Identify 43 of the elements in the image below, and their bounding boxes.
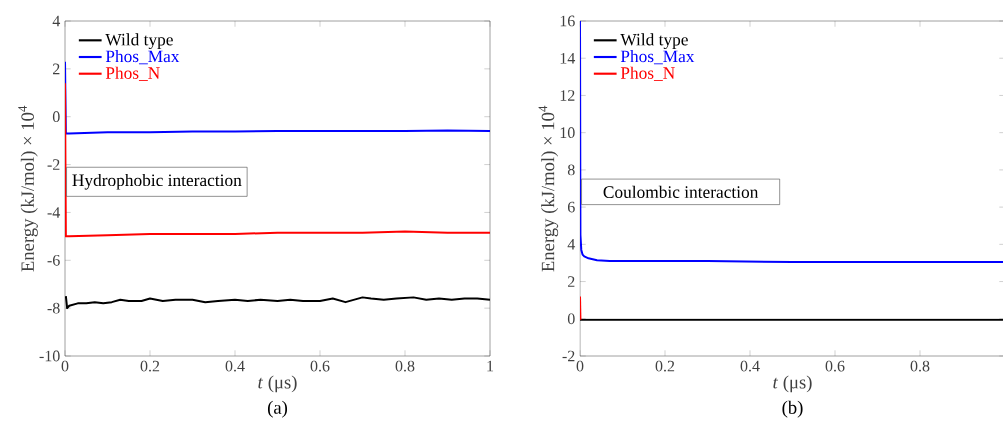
annotation: Coulombic interaction — [603, 185, 759, 198]
y-tick-label: 0 — [567, 313, 575, 325]
legend-label: Wild type — [105, 33, 173, 50]
x-tick-label: 0.2 — [140, 360, 160, 372]
y-tick-label: 0 — [52, 111, 60, 123]
y-tick-label: -6 — [47, 254, 60, 266]
y-tick-label: 10 — [560, 127, 575, 139]
y-tick-label: 12 — [560, 90, 575, 101]
legend-label: Wild type — [620, 33, 688, 50]
y-axis-title: Energy (kJ/mol) × 10$^{4}$ — [18, 105, 38, 272]
y-tick-label: 16 — [560, 15, 575, 27]
x-tick-label: 0.8 — [395, 360, 415, 372]
x-axis-title: t (μs) — [773, 375, 812, 393]
y-tick-label: 14 — [560, 52, 576, 64]
text: (b) — [782, 400, 803, 418]
legend-label: Phos_Max — [105, 50, 180, 65]
y-tick-label: 2 — [568, 276, 575, 287]
y-tick-label: -2 — [562, 350, 575, 362]
y-tick-label: -10 — [39, 350, 60, 362]
y-tick-label: -2 — [47, 159, 60, 170]
x-axis-title: t (μs) — [258, 375, 297, 393]
text: (a) — [267, 400, 288, 418]
x-tick-label: 0.4 — [225, 360, 245, 372]
x-tick-label: 0.4 — [740, 360, 760, 372]
x-tick-label: 0 — [576, 360, 584, 372]
x-tick-label: 1 — [487, 360, 494, 372]
y-tick-label: 6 — [567, 201, 575, 213]
y-tick-label: 4 — [52, 15, 61, 27]
y-axis-title: Energy (kJ/mol) × 10$^{4}$ — [538, 105, 559, 272]
y-tick-label: -4 — [47, 207, 61, 218]
annotation: Hydrophobic interaction — [72, 173, 242, 190]
legend-label: Phos_N — [620, 66, 675, 81]
legend-label: Phos_N — [105, 66, 160, 81]
x-tick-label: 0.8 — [910, 360, 930, 372]
y-tick-label: 4 — [567, 239, 576, 250]
y-tick-label: 2 — [53, 63, 60, 75]
x-tick-label: 0.2 — [655, 360, 675, 372]
y-tick-label: 8 — [567, 164, 575, 176]
x-tick-label: 0 — [61, 360, 69, 372]
legend-label: Phos_Max — [620, 50, 695, 65]
x-tick-label: 0.6 — [310, 360, 330, 372]
y-tick-label: -8 — [47, 302, 60, 314]
x-tick-label: 0.6 — [825, 360, 845, 372]
